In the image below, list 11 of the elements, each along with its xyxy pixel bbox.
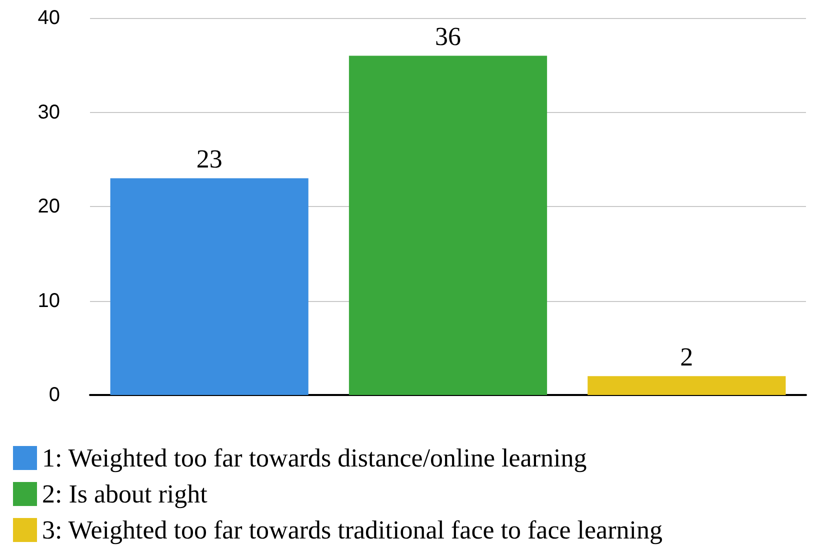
y-tick-label: 40 bbox=[38, 7, 60, 29]
y-tick-label: 20 bbox=[38, 196, 60, 218]
legend-label: 2: Is about right bbox=[42, 480, 208, 508]
legend-label: 3: Weighted too far towards traditional face to face learning bbox=[42, 516, 662, 544]
data-label: 2 bbox=[680, 342, 694, 372]
data-label: 23 bbox=[196, 144, 222, 174]
legend-label: 1: Weighted too far towards distance/online learning bbox=[42, 444, 587, 472]
y-tick-label: 0 bbox=[48, 384, 60, 406]
y-tick-label: 30 bbox=[38, 101, 60, 124]
y-tick-label: 10 bbox=[38, 290, 60, 312]
data-label: 36 bbox=[435, 22, 461, 52]
